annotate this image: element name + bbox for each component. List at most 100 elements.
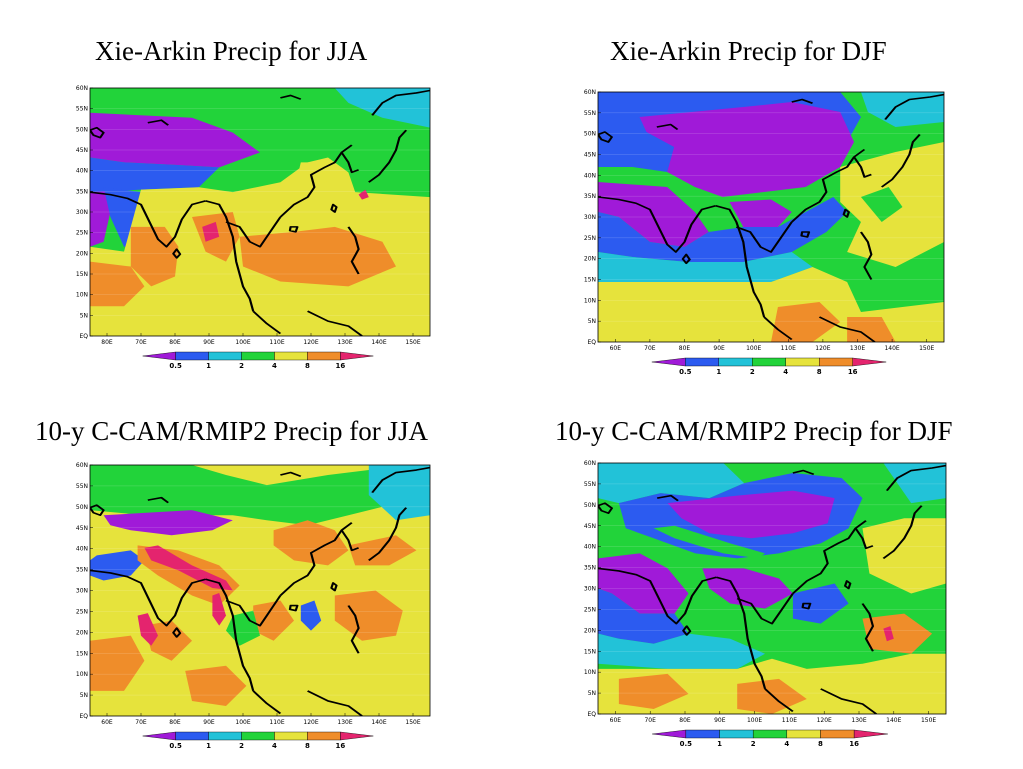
precip-contour-region <box>598 463 745 504</box>
lat-tick-label: 10N <box>76 292 88 299</box>
coastline <box>90 504 105 517</box>
panel-title-ccam-jja: 10-y C-CAM/RMIP2 Precip for JJA <box>35 416 429 446</box>
precip-contour-region <box>348 535 417 566</box>
coastline <box>859 231 873 280</box>
lon-tick-label: 100E <box>235 339 250 346</box>
lat-tick-label: 25N <box>584 235 596 242</box>
coastline <box>853 156 872 178</box>
coastline <box>252 690 282 715</box>
colorbar-label: 16 <box>848 368 858 376</box>
precip-contour-region <box>144 620 192 661</box>
map-panel-ccam-djf: 60N 55N 50N 45N 40N 35N 30N 25N 20N 15N 10N 5N EQ 60E… <box>576 459 956 762</box>
coastline <box>147 119 169 126</box>
coastline <box>736 593 794 625</box>
lat-tick-label: 5N <box>588 690 596 697</box>
coastline <box>330 203 338 213</box>
lat-tick-label: 35N <box>584 565 596 572</box>
precip-contour-region <box>358 189 369 200</box>
lat-tick-label: 20N <box>584 627 596 634</box>
lat-tick-label: 60N <box>76 462 88 469</box>
lat-tick-label: 15N <box>584 277 596 284</box>
lon-tick-label: 60E <box>610 717 622 724</box>
lon-tick-label: 130E <box>850 345 865 352</box>
coastline <box>368 129 408 183</box>
lon-tick-label: 150E <box>919 345 934 352</box>
lon-tick-label: 130E <box>851 717 866 724</box>
lat-tick-label: 20N <box>584 256 596 263</box>
colorbar-label: 2 <box>751 740 756 748</box>
map-panel-ccam-jja: 60N 55N 50N 45N 40N 35N 30N 25N 20N 15N 10N 5N EQ 60E… <box>68 461 440 764</box>
lat-tick-label: 55N <box>76 483 88 490</box>
precip-contour-region <box>144 545 233 591</box>
colorbar-label: 16 <box>335 742 345 750</box>
precip-contour-region <box>297 162 335 188</box>
colorbar-swatch <box>241 731 275 741</box>
precip-contour-region <box>653 525 766 559</box>
precip-contour-region <box>300 600 322 631</box>
precip-contour-region <box>90 261 145 307</box>
lon-tick-label: 140E <box>884 345 899 352</box>
precip-contour-region <box>137 613 158 646</box>
lon-tick-label: 60E <box>610 345 622 352</box>
lon-tick-label: 100E <box>235 719 250 726</box>
coastline <box>715 205 766 318</box>
lon-tick-label: 140E <box>886 717 901 724</box>
precip-contour-region <box>598 252 813 282</box>
lon-tick-label: 150E <box>921 717 936 724</box>
coastline <box>371 466 430 494</box>
coastline <box>842 208 850 218</box>
coastline <box>280 94 302 100</box>
coastline <box>800 231 811 238</box>
lat-tick-label: EQ <box>587 339 596 346</box>
colorbar-swatch <box>752 729 788 739</box>
coastline <box>371 89 430 116</box>
colorbar-swatch <box>175 351 209 361</box>
lat-tick-label: 30N <box>76 209 88 216</box>
colorbar-low-triangle <box>142 731 176 741</box>
lon-tick-label: 120E <box>815 345 830 352</box>
lat-tick-label: EQ <box>79 333 88 340</box>
lon-tick-label: 80E <box>679 717 691 724</box>
coastline <box>880 134 921 188</box>
coastline <box>656 494 679 502</box>
colorbar-label: 4 <box>272 742 277 750</box>
lon-tick-label: 80E <box>169 719 181 726</box>
precip-contour-region <box>598 553 689 614</box>
lat-tick-label: 30N <box>76 588 88 595</box>
precip-contour-region <box>130 226 179 287</box>
coastline <box>598 196 717 253</box>
lat-tick-label: 45N <box>584 523 596 530</box>
lon-tick-label: 120E <box>303 339 318 346</box>
precip-contour-region <box>90 465 430 526</box>
lon-tick-label: 80E <box>679 345 691 352</box>
precip-contour-region <box>598 588 689 644</box>
panel-title-ccam-djf: 10-y C-CAM/RMIP2 Precip for DJF <box>555 416 953 446</box>
lon-tick-label: 60E <box>101 719 113 726</box>
lon-tick-label: 140E <box>371 339 386 346</box>
coastline-layer <box>598 464 946 714</box>
coastline <box>330 582 338 592</box>
coastline <box>598 567 717 625</box>
lat-tick-label: 25N <box>76 230 88 237</box>
colorbar-swatch <box>274 731 308 741</box>
lat-tick-label: 45N <box>76 525 88 532</box>
map-panel-xa-djf: 60N 55N 50N 45N 40N 35N 30N 25N 20N 15N 10N 5N EQ 60E… <box>576 88 954 390</box>
lat-tick-label: 5N <box>588 318 596 325</box>
precip-field <box>90 88 430 336</box>
colorbar-label: 16 <box>335 362 345 370</box>
precip-contour-region <box>90 550 145 581</box>
lon-tick-label: 70E <box>644 345 656 352</box>
lat-tick-label: 60N <box>76 85 88 92</box>
lat-tick-label: 35N <box>584 193 596 200</box>
colorbar-label: 2 <box>239 362 244 370</box>
lat-tick-label: 30N <box>584 214 596 221</box>
colorbar-low-triangle <box>652 729 687 739</box>
lon-tick-label: 90E <box>714 717 726 724</box>
lat-tick-label: 15N <box>584 648 596 655</box>
precip-contour-region <box>729 199 792 227</box>
lat-tick-label: 15N <box>76 650 88 657</box>
coastline <box>90 569 206 627</box>
lat-tick-label: 5N <box>80 312 88 319</box>
precip-contour-region <box>90 157 220 193</box>
colorbar-label: 8 <box>305 362 310 370</box>
